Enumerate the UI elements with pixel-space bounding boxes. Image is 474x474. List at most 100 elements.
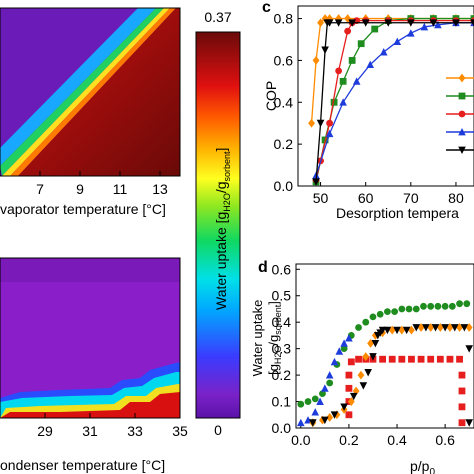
data-point [325, 371, 334, 379]
data-point [398, 325, 406, 335]
data-point [308, 118, 315, 128]
panel-d-ylabel: Water uptake [250, 300, 265, 377]
panel-c-ylabel: COP [263, 81, 279, 111]
heatmap-b-top-strip [0, 258, 180, 282]
heatmap-a-xticks: 7 9 11 13 [36, 171, 168, 197]
data-point [379, 48, 388, 56]
data-point [376, 310, 384, 318]
data-point [448, 302, 456, 310]
data-point [456, 300, 463, 308]
data-point [297, 418, 305, 427]
data-point [434, 302, 442, 310]
y-tick-label: 0.6 [272, 261, 292, 277]
heatmap-a: 7 9 11 13 vaporator temperature [°C] [0, 7, 181, 217]
data-point [326, 119, 333, 127]
panel-c-xlabel: Desorption tempera [336, 205, 459, 221]
data-point [361, 19, 370, 27]
data-point [309, 419, 317, 427]
data-point [384, 19, 393, 27]
data-point [345, 334, 353, 342]
data-point [378, 326, 387, 335]
x-tick-label: 50 [313, 190, 329, 206]
y-tick-label: 0.2 [274, 136, 294, 152]
series [309, 324, 473, 427]
data-point [417, 355, 425, 363]
data-point [316, 397, 324, 405]
data-point [348, 57, 356, 64]
heatmap-a-red-region [18, 8, 180, 176]
series-line [315, 22, 474, 176]
x-tick-label: 0.4 [387, 432, 407, 448]
data-point [311, 395, 319, 403]
data-point [340, 403, 348, 411]
heatmap-b-red-contour [0, 392, 180, 418]
x-tick-label: 60 [358, 190, 374, 206]
data-point [458, 387, 466, 395]
colorbar-label: Water uptake [gH2O/gsorbent] [213, 148, 232, 310]
data-point [334, 19, 343, 27]
plot-series [297, 300, 473, 428]
data-point [311, 408, 320, 416]
data-point [393, 37, 402, 45]
y-tick-label: 0.4 [272, 314, 292, 330]
data-point [352, 77, 361, 85]
data-point [304, 416, 312, 424]
legend-entry [446, 146, 474, 154]
data-point [317, 18, 324, 28]
data-point [367, 338, 374, 348]
y-tick-label: 0.4 [274, 94, 294, 110]
colorbar-min-label: 0 [214, 422, 222, 438]
data-point [405, 305, 413, 313]
data-point [364, 369, 372, 377]
panel-d-ylabel-unit: [gH2O/gsorbent] [266, 301, 283, 375]
data-point [434, 20, 442, 29]
data-point [345, 384, 353, 392]
heatmap-tick-label: 35 [172, 423, 188, 439]
data-point [431, 324, 440, 332]
data-point [345, 411, 353, 419]
heatmap-a-yellow-band [2, 8, 170, 176]
panel-d-label: d [258, 259, 268, 276]
data-point [391, 308, 399, 316]
data-point [388, 355, 396, 363]
data-point [340, 345, 348, 353]
data-point [429, 19, 438, 27]
data-point [463, 300, 471, 308]
data-point [345, 371, 353, 379]
data-point [458, 403, 466, 411]
data-point [420, 302, 427, 310]
data-point [427, 355, 435, 363]
data-point [349, 392, 358, 401]
data-point [407, 19, 415, 27]
data-point [412, 324, 421, 332]
data-point [458, 128, 466, 136]
data-point [325, 19, 334, 27]
panel-d: d Water uptake [gH2O/gsorbent] 0.0 0.2 0.4… [250, 259, 474, 474]
data-point [352, 386, 360, 396]
y-tick-label: 0.1 [272, 394, 292, 410]
data-point [458, 419, 466, 427]
data-point [316, 119, 325, 128]
data-point [384, 308, 391, 316]
panel-c-plot: 50 60 70 80 0.0 0.2 0.4 0.6 0.8 [274, 5, 474, 206]
legend-entry [446, 110, 474, 118]
data-point [393, 326, 401, 335]
data-point [371, 25, 379, 33]
data-point [369, 353, 377, 361]
data-point [460, 324, 469, 332]
data-point [452, 19, 460, 27]
data-point [408, 325, 415, 335]
heatmap-tick-label: 33 [127, 423, 143, 439]
data-point [407, 29, 415, 37]
data-point [321, 384, 329, 392]
data-point [366, 60, 375, 69]
data-point [441, 302, 449, 310]
data-point [339, 77, 347, 85]
data-point [446, 355, 454, 363]
data-point [335, 347, 344, 355]
data-point [398, 355, 406, 363]
data-point [383, 326, 392, 335]
y-tick-label: 0.5 [272, 288, 292, 304]
data-point [347, 358, 355, 366]
x-tick-label: 70 [403, 190, 419, 206]
